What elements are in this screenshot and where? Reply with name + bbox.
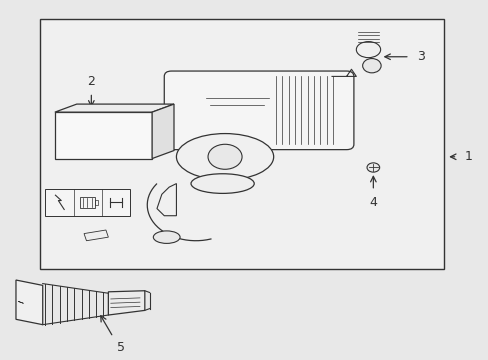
Text: 4: 4 <box>368 196 377 209</box>
FancyBboxPatch shape <box>164 71 353 150</box>
Text: 1: 1 <box>463 150 471 163</box>
Text: 5: 5 <box>116 342 124 355</box>
Text: 2: 2 <box>87 75 95 88</box>
Bar <box>95 200 98 205</box>
Polygon shape <box>108 291 144 315</box>
Ellipse shape <box>356 41 380 58</box>
Polygon shape <box>55 104 174 112</box>
Bar <box>80 197 95 208</box>
Polygon shape <box>157 184 176 216</box>
Bar <box>40 19 443 269</box>
Ellipse shape <box>153 231 180 243</box>
Polygon shape <box>84 230 108 241</box>
Bar <box>45 189 130 216</box>
Ellipse shape <box>362 59 380 73</box>
Circle shape <box>366 163 379 172</box>
Text: 3: 3 <box>416 50 424 63</box>
Ellipse shape <box>176 134 273 180</box>
Polygon shape <box>152 104 174 158</box>
Ellipse shape <box>191 174 254 193</box>
Polygon shape <box>16 280 42 325</box>
Polygon shape <box>55 112 152 158</box>
Circle shape <box>207 144 242 169</box>
